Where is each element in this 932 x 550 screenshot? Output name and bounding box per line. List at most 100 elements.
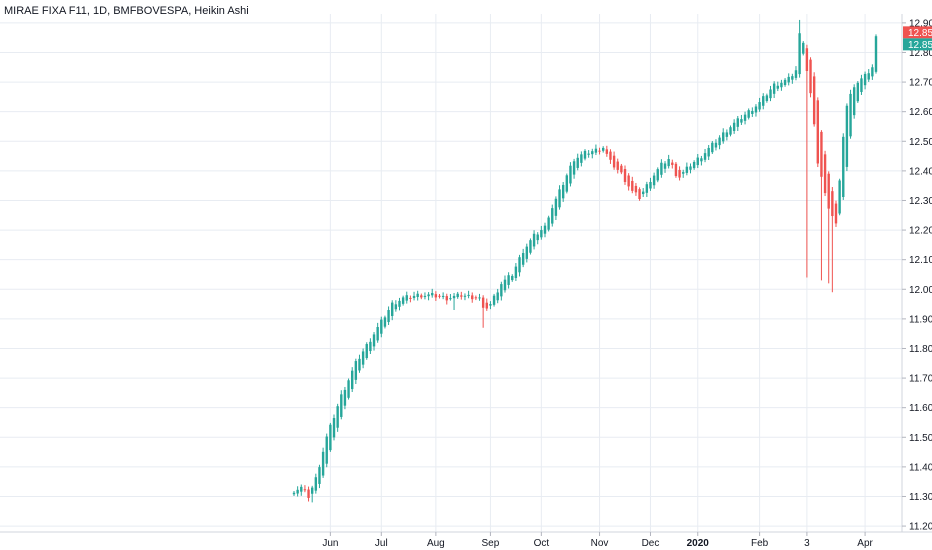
candle bbox=[682, 169, 685, 178]
candle bbox=[394, 300, 398, 312]
candle bbox=[329, 422, 332, 452]
candle-body bbox=[736, 118, 739, 127]
y-tick-label: 11.40 bbox=[909, 462, 932, 473]
candle-body bbox=[572, 161, 576, 175]
candle-body bbox=[463, 295, 467, 297]
candle bbox=[791, 73, 794, 84]
candle-body bbox=[649, 181, 652, 189]
candle-body bbox=[409, 297, 412, 299]
candle-body bbox=[514, 266, 518, 279]
candle-body bbox=[380, 319, 383, 334]
candle bbox=[718, 135, 721, 150]
candle bbox=[689, 163, 692, 174]
candle-body bbox=[601, 147, 605, 151]
candle bbox=[736, 115, 739, 131]
candle bbox=[310, 485, 314, 503]
candle-body bbox=[762, 96, 765, 106]
candle bbox=[638, 187, 641, 201]
candle bbox=[554, 196, 558, 220]
candle bbox=[347, 378, 350, 400]
candle-body bbox=[674, 163, 678, 177]
candle bbox=[511, 274, 514, 282]
candle-body bbox=[474, 297, 478, 299]
candle-body bbox=[692, 162, 696, 169]
price-tag-box bbox=[903, 38, 932, 51]
axes bbox=[0, 14, 932, 533]
candle bbox=[543, 222, 547, 238]
candle-body bbox=[831, 191, 834, 217]
candle bbox=[478, 293, 481, 301]
candle bbox=[452, 292, 456, 310]
candle bbox=[642, 188, 645, 198]
candle bbox=[660, 159, 663, 178]
candle bbox=[831, 187, 834, 293]
candle-body bbox=[441, 295, 445, 297]
candle-body bbox=[812, 76, 816, 125]
candle bbox=[612, 151, 616, 170]
x-tick-label: Oct bbox=[534, 538, 550, 549]
candle-body bbox=[874, 36, 878, 72]
candle-body bbox=[823, 154, 827, 194]
candle bbox=[725, 129, 729, 141]
candle bbox=[507, 272, 510, 289]
candle bbox=[383, 315, 387, 329]
candle-body bbox=[609, 151, 612, 160]
candle bbox=[722, 128, 725, 144]
candle-body bbox=[798, 33, 801, 75]
candle-body bbox=[645, 184, 649, 193]
candle bbox=[471, 292, 474, 303]
candle bbox=[627, 173, 630, 191]
candle bbox=[416, 290, 419, 301]
candle-body bbox=[296, 489, 299, 494]
candle-body bbox=[656, 169, 659, 181]
y-tick-label: 12.00 bbox=[909, 285, 932, 296]
x-tick-label: 2020 bbox=[687, 538, 710, 549]
candle-body bbox=[780, 82, 783, 88]
candle-body bbox=[540, 230, 543, 238]
candle-body bbox=[543, 225, 547, 234]
y-tick-label: 12.80 bbox=[909, 48, 932, 59]
candle bbox=[816, 97, 819, 168]
candle-body bbox=[481, 297, 485, 308]
candle-body bbox=[772, 83, 776, 94]
candle-body bbox=[398, 300, 401, 307]
candle bbox=[536, 232, 539, 245]
candle-body bbox=[838, 180, 841, 214]
candle-body bbox=[310, 487, 314, 494]
candle bbox=[783, 78, 787, 87]
price-tag-label: 12.85 bbox=[908, 40, 932, 51]
candle bbox=[398, 297, 401, 311]
candle-body bbox=[449, 298, 452, 300]
candle-body bbox=[612, 155, 616, 168]
candle-body bbox=[427, 294, 430, 297]
candle-body bbox=[525, 246, 528, 259]
candle-body bbox=[503, 279, 507, 291]
candle-body bbox=[638, 189, 641, 199]
candle bbox=[532, 230, 536, 250]
candle bbox=[387, 306, 390, 325]
candle bbox=[842, 133, 845, 200]
candle bbox=[747, 108, 750, 120]
candle bbox=[649, 177, 652, 191]
candle bbox=[645, 181, 649, 197]
candle bbox=[391, 300, 394, 321]
candle bbox=[751, 107, 754, 117]
price-axis: 11.20 11.30 11.40 11.50 11.60 11.70 11.80 11.90… bbox=[902, 18, 932, 533]
candle bbox=[838, 178, 841, 216]
candle-body bbox=[605, 149, 609, 154]
candle bbox=[521, 248, 525, 268]
candle bbox=[834, 200, 838, 227]
candle bbox=[369, 338, 372, 355]
candle bbox=[354, 358, 358, 385]
candle bbox=[732, 119, 736, 134]
candle bbox=[605, 145, 609, 157]
candle-body bbox=[561, 184, 565, 199]
candle-body bbox=[740, 119, 743, 123]
candle bbox=[860, 74, 863, 95]
candle bbox=[325, 433, 328, 468]
y-tick-label: 12.10 bbox=[909, 255, 932, 266]
candle bbox=[303, 485, 307, 493]
candle-body bbox=[598, 150, 601, 152]
candle bbox=[787, 73, 790, 86]
